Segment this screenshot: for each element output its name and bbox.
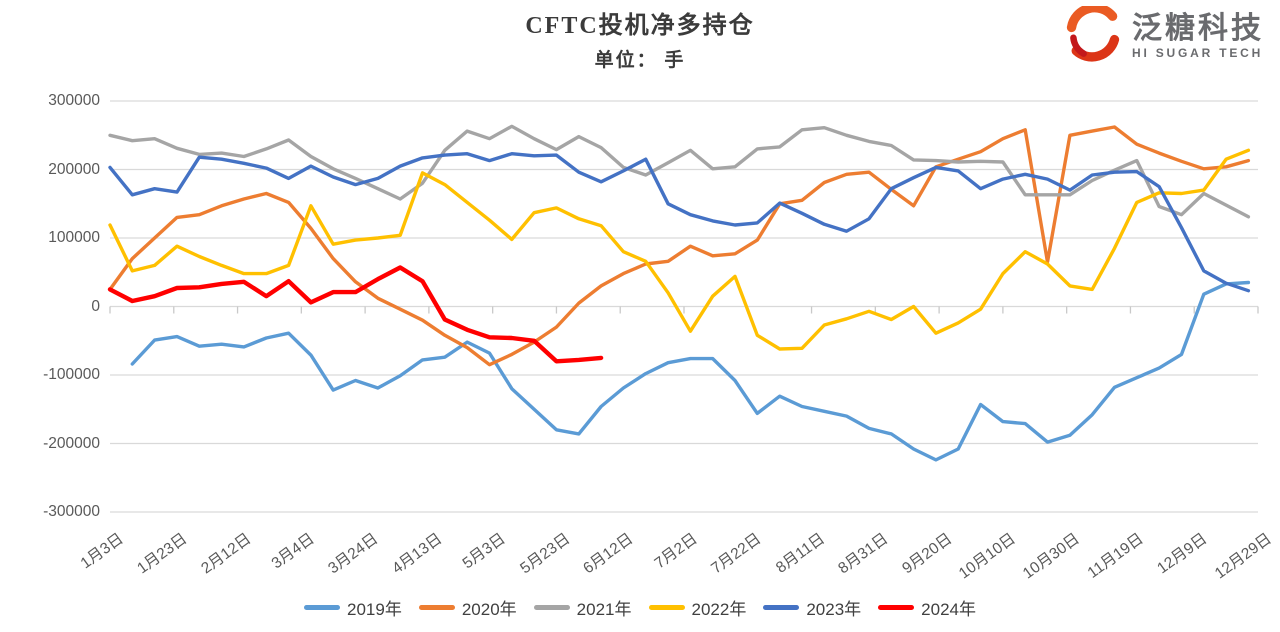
legend-line-swatch — [533, 605, 570, 610]
series-line-2022 — [108, 148, 1251, 351]
legend-line-swatch — [878, 605, 915, 610]
series-line-2024 — [107, 265, 604, 364]
legend-label: 2022年 — [691, 600, 747, 619]
y-axis-label: -200000 — [43, 434, 100, 452]
series-line-2021 — [108, 124, 1251, 219]
y-axis-label: -300000 — [43, 503, 100, 520]
chart-subtitle: 单位： 手 — [594, 50, 686, 71]
legend-label: 2020年 — [461, 600, 517, 619]
title-block: CFTC投机净多持仓 单位： 手 — [0, 5, 1280, 72]
y-axis-label: 100000 — [48, 229, 100, 246]
chart-title: CFTC投机净多持仓 — [525, 13, 755, 39]
legend-line-swatch — [648, 605, 685, 610]
y-axis-label: 0 — [91, 297, 100, 315]
logo-text-block: 泛糖科技 HI SUGAR TECH — [1132, 13, 1264, 61]
series-line-2023 — [108, 152, 1251, 293]
legend-item-2019[interactable]: 2019年 — [304, 595, 402, 620]
logo-name: 泛糖科技 — [1132, 11, 1264, 45]
legend-label: 2021年 — [576, 600, 632, 619]
series-line-2019 — [130, 280, 1251, 462]
y-axis-label: 200000 — [48, 160, 100, 178]
series-line-2020 — [108, 125, 1251, 367]
legend-item-2020[interactable]: 2020年 — [418, 595, 517, 620]
chart-legend: 2019年 2020年 2021年 2022年 2023年 2024年 — [0, 595, 1280, 620]
legend-line-swatch — [418, 605, 455, 610]
y-axis-label: 300000 — [48, 92, 100, 109]
legend-label: 2023年 — [806, 600, 862, 619]
legend-line-swatch — [304, 605, 341, 610]
legend-item-2021[interactable]: 2021年 — [533, 595, 632, 620]
legend-label: 2019年 — [347, 600, 402, 619]
legend-item-2022[interactable]: 2022年 — [648, 595, 747, 620]
legend-item-2024[interactable]: 2024年 — [878, 595, 976, 620]
legend-label: 2024年 — [921, 600, 976, 619]
legend-line-swatch — [763, 605, 800, 610]
hi-sugar-logo-icon — [1064, 3, 1122, 67]
logo-tagline: HI SUGAR TECH — [1132, 46, 1264, 61]
y-axis-label: -100000 — [43, 366, 100, 383]
legend-item-2023[interactable]: 2023年 — [763, 595, 861, 620]
brand-logo: 泛糖科技 HI SUGAR TECH — [1064, 3, 1264, 67]
